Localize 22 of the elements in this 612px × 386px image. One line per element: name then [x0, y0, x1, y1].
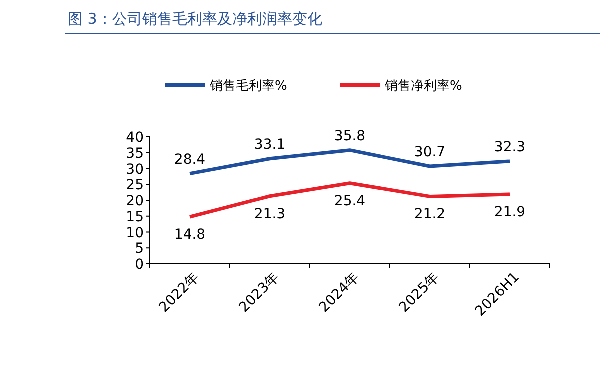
y-tick-label: 35 [126, 146, 144, 162]
y-tick-label: 10 [126, 225, 144, 242]
y-tick-label: 30 [126, 162, 144, 178]
chart-title: 图 3：公司销售毛利率及净利润率变化 [68, 10, 322, 28]
y-tick-label: 40 [126, 130, 144, 146]
data-label: 33.1 [254, 136, 286, 153]
data-label: 21.2 [414, 206, 446, 223]
data-label: 30.7 [414, 144, 446, 161]
y-tick-label: 20 [126, 194, 144, 210]
data-label: 28.4 [174, 152, 206, 168]
y-tick-label: 15 [126, 209, 144, 226]
legend-label: 销售毛利率% [209, 78, 288, 94]
y-tick-label: 5 [135, 241, 144, 258]
data-label: 21.3 [254, 206, 286, 222]
data-label: 32.3 [494, 139, 526, 156]
y-tick-label: 0 [135, 257, 144, 273]
data-label: 25.4 [334, 193, 366, 210]
data-label: 35.8 [334, 128, 366, 144]
legend-label: 销售净利率% [384, 78, 462, 94]
y-tick-label: 25 [126, 178, 144, 194]
data-label: 14.8 [174, 227, 206, 244]
data-label: 21.9 [494, 204, 526, 220]
